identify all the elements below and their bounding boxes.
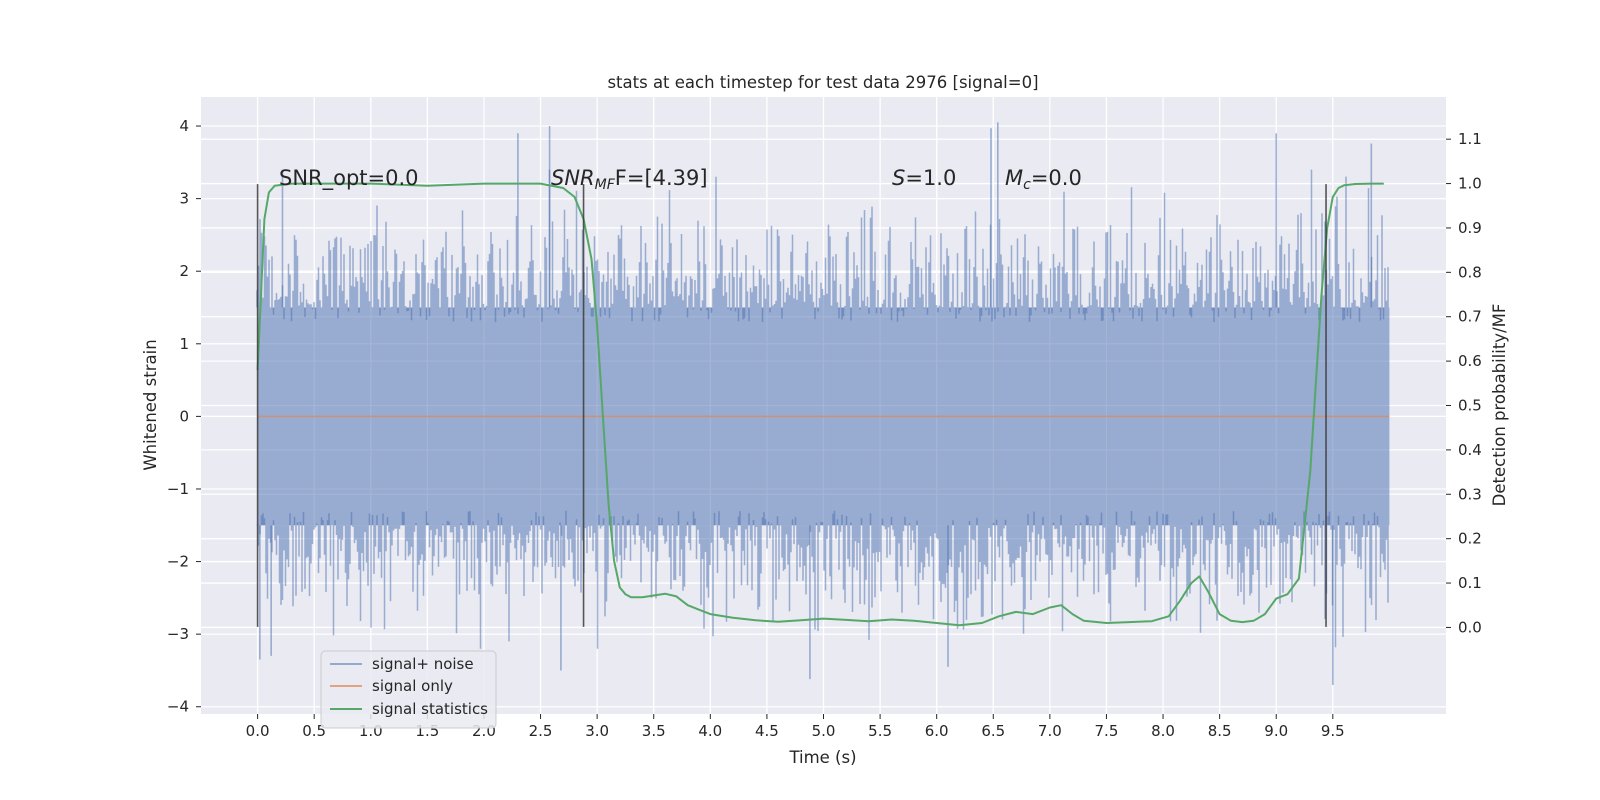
y-tick-label-right: 0.0 <box>1458 618 1482 636</box>
y-tick-label-right: 0.1 <box>1458 574 1482 592</box>
x-tick-label: 9.0 <box>1264 722 1288 740</box>
y-tick-label-right: 0.3 <box>1458 485 1482 503</box>
annotation-s-value: =1.0 <box>905 166 956 190</box>
annotation-s-main: S <box>892 166 905 190</box>
y-tick-label-left: 2 <box>179 262 189 280</box>
x-tick-label: 7.0 <box>1038 722 1062 740</box>
legend: signal+ noise signal only signal statist… <box>320 650 497 729</box>
y-axis-label-left: Whitened strain <box>141 339 160 470</box>
x-tick-label: 6.0 <box>925 722 949 740</box>
x-tick-label: 3.5 <box>642 722 666 740</box>
y-tick-label-left: −4 <box>167 698 189 716</box>
chart-title: stats at each timestep for test data 297… <box>607 73 1038 92</box>
y-tick-label-right: 0.9 <box>1458 219 1482 237</box>
x-tick-label: 5.0 <box>812 722 836 740</box>
annotation-mc: Mc=0.0 <box>1005 166 1082 193</box>
annotation-snr-mf: SNRMFF=[4.39] <box>551 166 708 193</box>
annotation-snr-mf-main: SNR <box>551 166 595 190</box>
y-tick-label-left: −2 <box>167 553 189 571</box>
y-tick-label-right: 0.2 <box>1458 530 1482 548</box>
x-tick-label: 5.5 <box>868 722 892 740</box>
y-tick-label-right: 0.7 <box>1458 308 1482 326</box>
legend-label-signal-statistics: signal statistics <box>372 700 488 718</box>
y-tick-label-right: 1.1 <box>1458 130 1482 148</box>
x-tick-label: 0.5 <box>302 722 326 740</box>
y-tick-label-right: 0.5 <box>1458 397 1482 415</box>
y-axis-label-right: Detection probability/MF <box>1490 304 1509 507</box>
x-tick-label: 8.0 <box>1151 722 1175 740</box>
x-tick-label: 2.5 <box>529 722 553 740</box>
x-tick-label: 0.0 <box>246 722 270 740</box>
annotation-snr-mf-value: F=[4.39] <box>615 166 708 190</box>
annotation-mc-value: =0.0 <box>1031 166 1082 190</box>
signal-statistics-line <box>256 182 1384 627</box>
annotation-s: S=1.0 <box>892 166 956 190</box>
y-tick-label-right: 0.8 <box>1458 263 1482 281</box>
annotation-mc-sub: c <box>1023 177 1031 193</box>
legend-box <box>320 650 497 729</box>
y-tick-label-left: 4 <box>179 117 189 135</box>
x-tick-label: 4.0 <box>698 722 722 740</box>
y-tick-label-right: 0.4 <box>1458 441 1482 459</box>
x-tick-label: 8.5 <box>1208 722 1232 740</box>
x-tick-label: 4.5 <box>755 722 779 740</box>
y-tick-label-left: 3 <box>179 190 189 208</box>
y-tick-label-left: −3 <box>167 625 189 643</box>
x-tick-label: 6.5 <box>981 722 1005 740</box>
legend-label-signal-noise: signal+ noise <box>372 655 474 673</box>
y-tick-label-left: 0 <box>179 407 189 425</box>
y-tick-label-right: 0.6 <box>1458 352 1482 370</box>
y-tick-label-left: −1 <box>167 480 189 498</box>
annotation-snr-opt: SNR_opt=0.0 <box>279 166 419 191</box>
legend-label-signal-only: signal only <box>372 677 453 695</box>
x-tick-label: 7.5 <box>1095 722 1119 740</box>
y-tick-label-left: 1 <box>179 335 189 353</box>
y-tick-label-right: 1.0 <box>1458 175 1482 193</box>
annotation-snr-mf-sub: MF <box>595 177 616 193</box>
x-axis-label: Time (s) <box>788 748 856 767</box>
x-tick-label: 9.5 <box>1321 722 1345 740</box>
series-layer <box>256 182 1390 627</box>
annotation-mc-main: M <box>1005 166 1023 190</box>
vertical-markers <box>256 184 1327 627</box>
x-tick-label: 3.0 <box>585 722 609 740</box>
